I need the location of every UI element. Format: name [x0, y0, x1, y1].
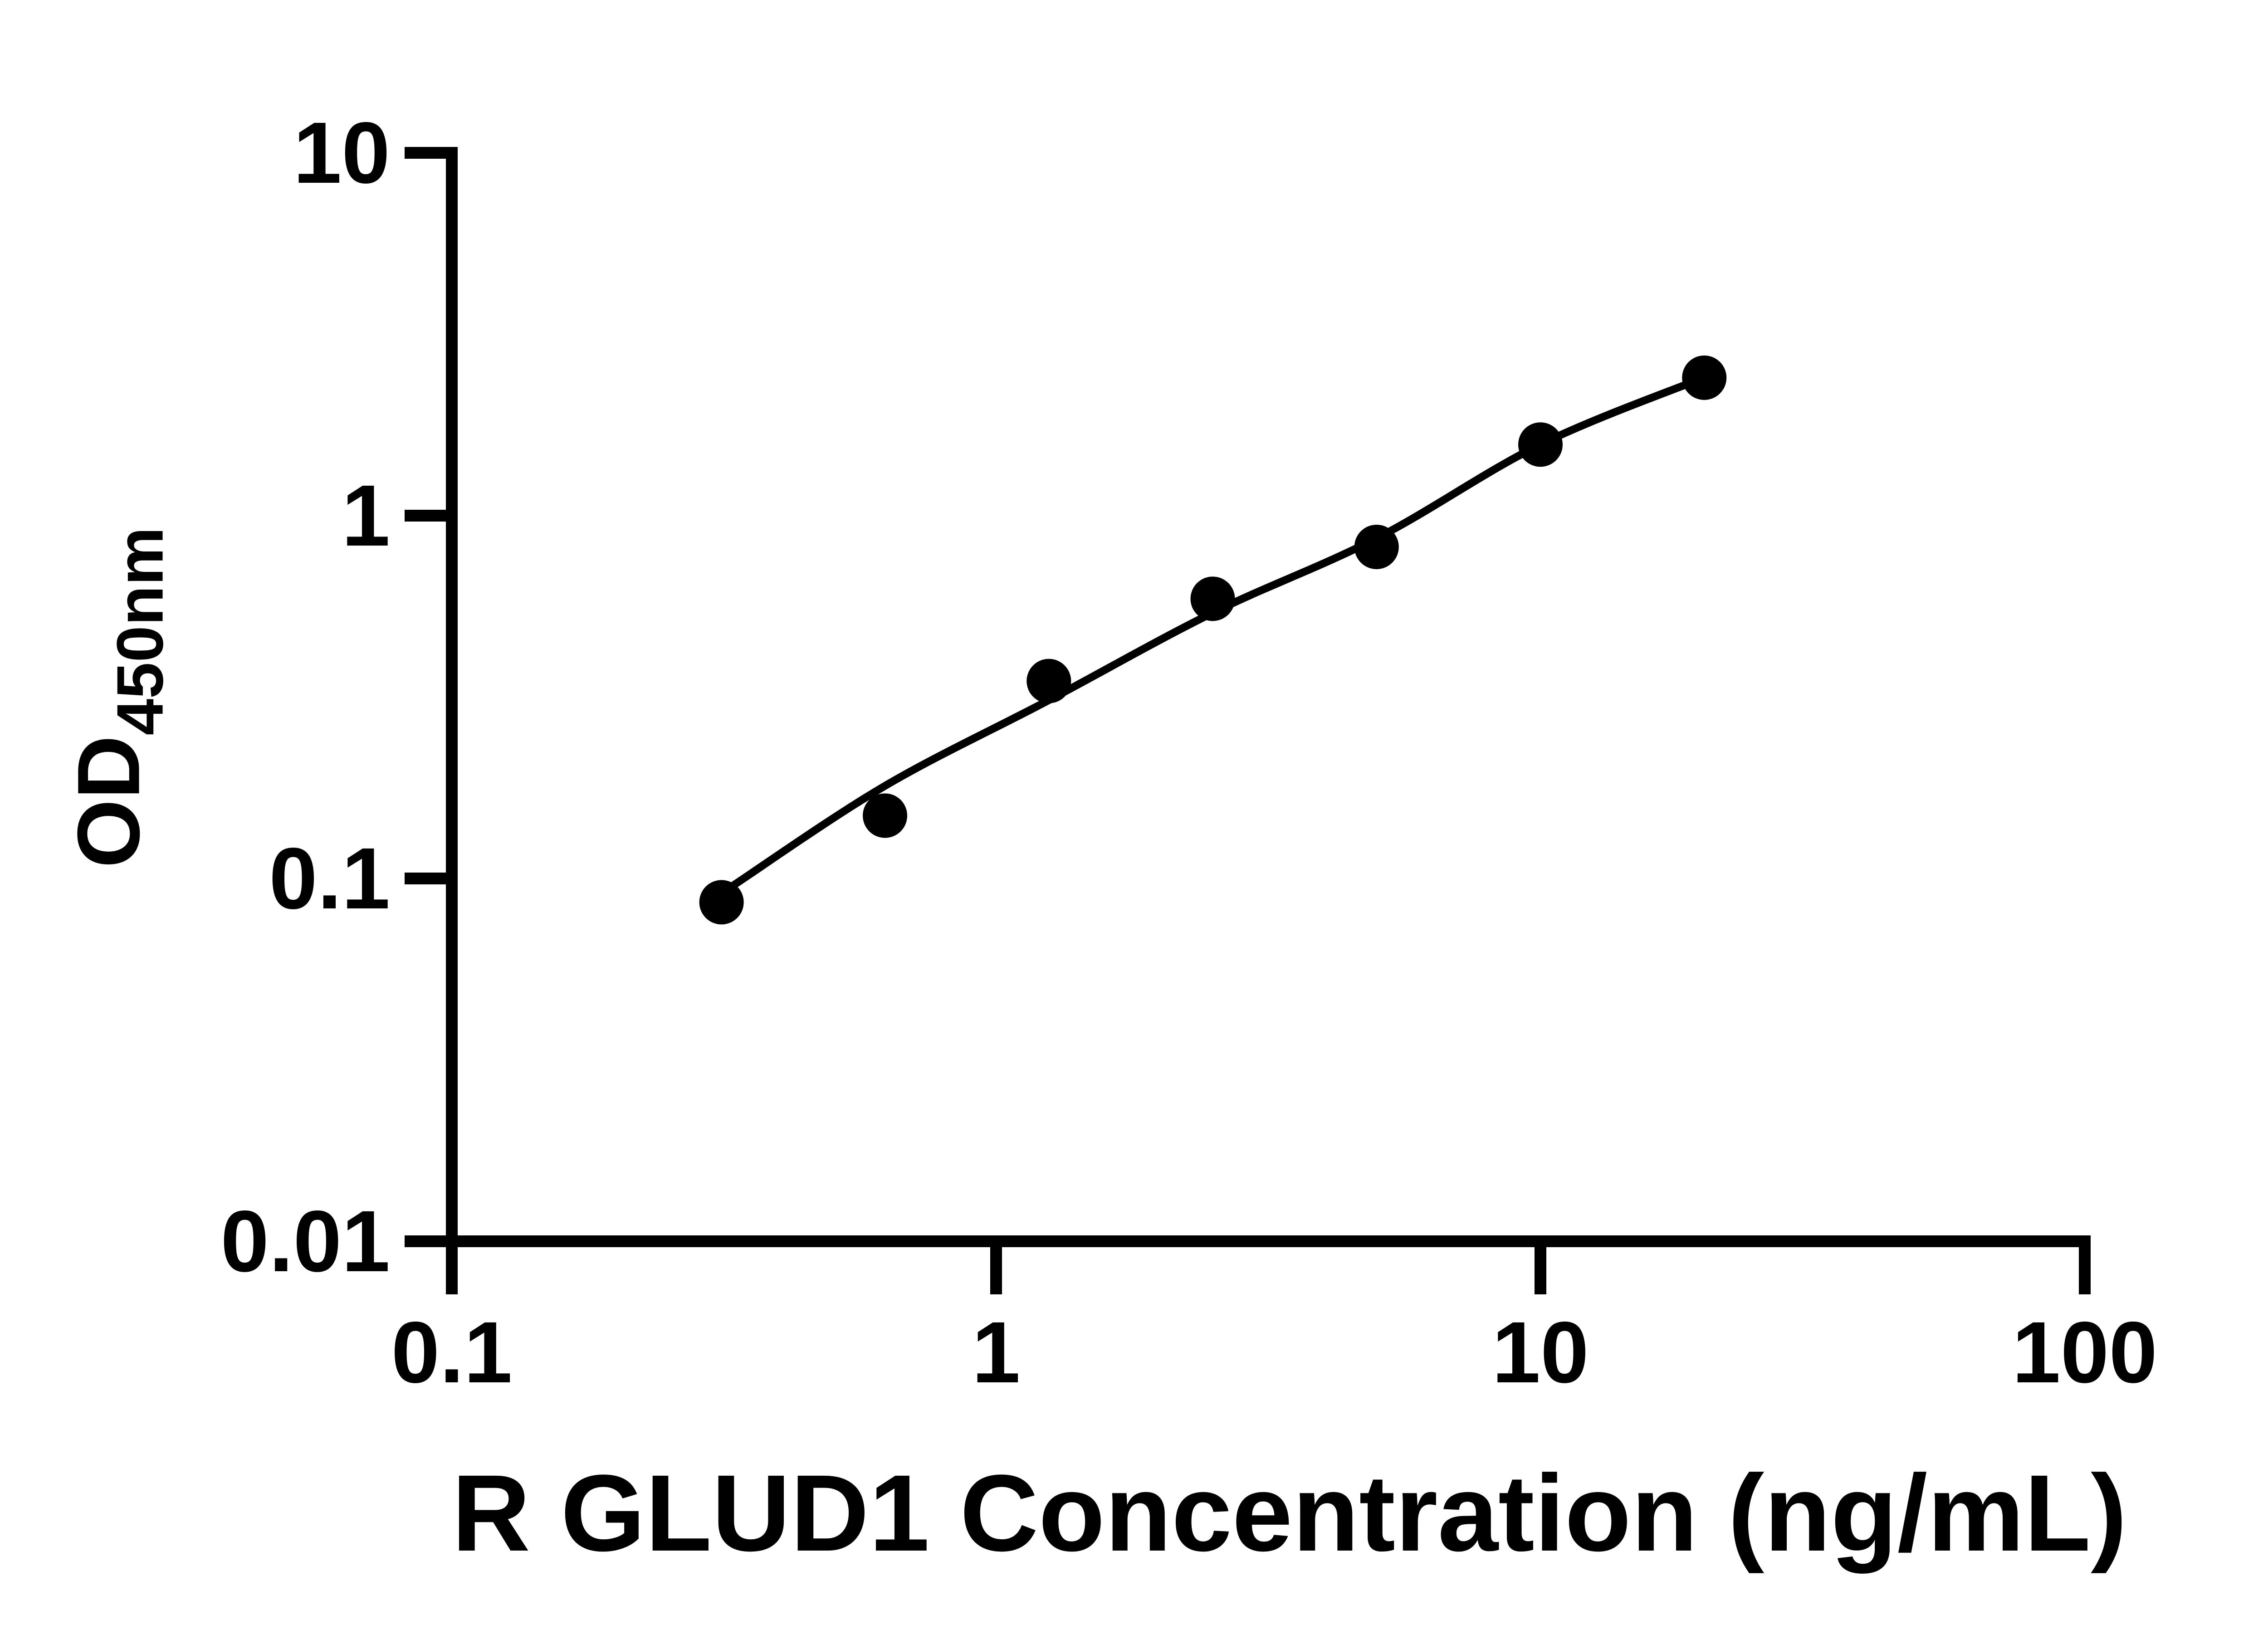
x-tick-label-1: 1 — [972, 1303, 1021, 1401]
y-tick-label-0.01: 0.01 — [220, 1192, 390, 1290]
y-tick-label-1: 1 — [342, 467, 390, 564]
data-point-10 — [1518, 422, 1563, 467]
data-point-20 — [1682, 355, 1727, 400]
data-point-0.625 — [863, 793, 908, 838]
data-point-5 — [1354, 524, 1399, 569]
y-axis-title-main: OD — [59, 735, 158, 868]
x-tick-label-100: 100 — [2012, 1303, 2158, 1401]
data-point-0.313 — [699, 880, 744, 925]
data-point-1.25 — [1026, 659, 1071, 703]
y-tick-label-0.1: 0.1 — [269, 829, 390, 927]
y-axis-title-subscript: 450nm — [103, 527, 177, 736]
y-axis-title: OD450nm — [59, 527, 177, 868]
x-tick-label-0.1: 0.1 — [391, 1303, 513, 1401]
data-point-2.5 — [1190, 576, 1235, 621]
x-tick-label-10: 10 — [1492, 1303, 1589, 1401]
y-tick-label-10: 10 — [293, 104, 390, 201]
x-axis-title: R GLUD1 Concentration (ng/mL) — [452, 1452, 2127, 1574]
